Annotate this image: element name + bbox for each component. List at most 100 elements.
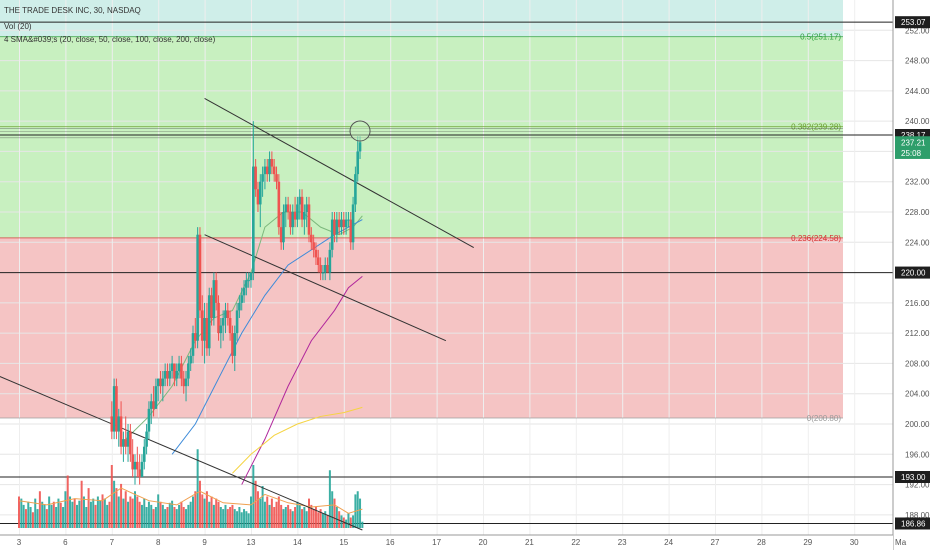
price-badge-label: 186.86 [901,519,926,528]
candle-body [129,431,132,455]
candle-body [270,159,274,167]
candle-body [191,333,195,356]
volume-bar [236,511,239,528]
volume-bar [250,496,252,528]
volume-indicator-label[interactable]: Vol (20) [4,22,32,31]
candle-body [333,219,336,235]
candle-body [184,378,188,387]
candle-body [314,249,318,258]
candle-body [319,265,322,273]
price-badge [895,146,930,159]
candle-body [231,333,234,356]
candle-body [219,325,223,334]
price-tick-label: 216.00 [905,299,930,308]
price-badge-label: 220.00 [901,269,926,278]
time-tick-label: 22 [571,538,580,547]
volume-bar [301,509,304,528]
candle-body [256,189,260,205]
volume-bar [166,507,169,528]
candle-body [330,219,334,250]
fib-zone-red [0,237,843,418]
volume-bar [308,498,310,528]
volume-bar [296,501,299,528]
candle-body [235,310,239,334]
volume-bar [185,509,188,528]
volume-bar [284,507,287,528]
volume-bar [233,509,236,528]
volume-bar [82,496,85,528]
volume-bar [182,507,185,528]
fib-zone-green [0,36,843,238]
highlight-circle [349,120,371,142]
candle-body [205,318,209,349]
price-tick-label: 188.00 [905,511,930,520]
trendline [204,234,447,342]
candle-body [321,272,325,274]
candle-body [293,212,297,220]
volume-bar [73,498,76,528]
volume-bar [89,501,92,528]
volume-bar [18,496,20,528]
volume-bar [194,491,197,528]
volume-bar [41,501,44,528]
candle-body [140,461,144,477]
volume-bar [333,498,336,528]
volume-bar [321,513,324,528]
sma-indicator-label[interactable]: 4 SMA&#039;s (20, close, 50, close, 100,… [4,35,216,44]
volume-bar [69,496,72,528]
candle-body [233,333,237,356]
candle-body [247,280,250,282]
volume-bar [108,501,111,528]
volume-bar [136,496,139,528]
candle-body [149,401,153,409]
volume-bar [259,498,262,528]
time-tick-label: 9 [202,538,207,547]
volume-bar [150,504,153,528]
candle-body [356,151,360,175]
volume-bar [50,504,53,528]
volume-bar [131,498,134,528]
volume-bar [361,521,364,528]
price-tick-label: 200.00 [905,420,930,429]
time-tick-label: 29 [803,538,812,547]
volume-bar [215,498,218,528]
candle-body [240,295,244,303]
volume-bar [20,498,23,528]
fib-level-label: 0.5(251.17) [800,33,841,42]
volume-bar [27,501,30,528]
volume-bar [238,507,241,528]
candle-body [328,249,332,273]
volume-bar [43,504,46,528]
volume-bar [280,504,283,528]
volume-bar [210,496,213,528]
volume-bar [319,509,322,528]
volume-bar [122,498,125,528]
fib-level-label: 0.382(239.28) [791,123,841,132]
time-tick-label: Ma [895,538,907,547]
volume-bar [152,509,155,528]
time-tick-label: 23 [618,538,627,547]
volume-bar [226,509,229,528]
volume-bar [205,491,208,528]
volume-bar [127,501,130,528]
candle-body [212,280,216,318]
volume-bar [94,504,97,528]
candle-body [261,174,264,182]
volume-bar [59,502,62,528]
candle-body [173,363,176,379]
candle-body [303,212,306,220]
volume-bar [229,507,232,528]
volume-bar [201,494,204,528]
candle-body [358,142,362,152]
volume-bar [266,496,269,528]
price-badge-label: 193.00 [901,473,926,482]
volume-bar [222,509,225,528]
price-tick-label: 228.00 [905,208,930,217]
volume-bar [356,491,359,528]
volume-bar [240,512,243,528]
candle-body [263,166,267,175]
volume-bar [289,509,292,528]
candle-body [170,363,174,371]
volume-bar [92,498,95,528]
